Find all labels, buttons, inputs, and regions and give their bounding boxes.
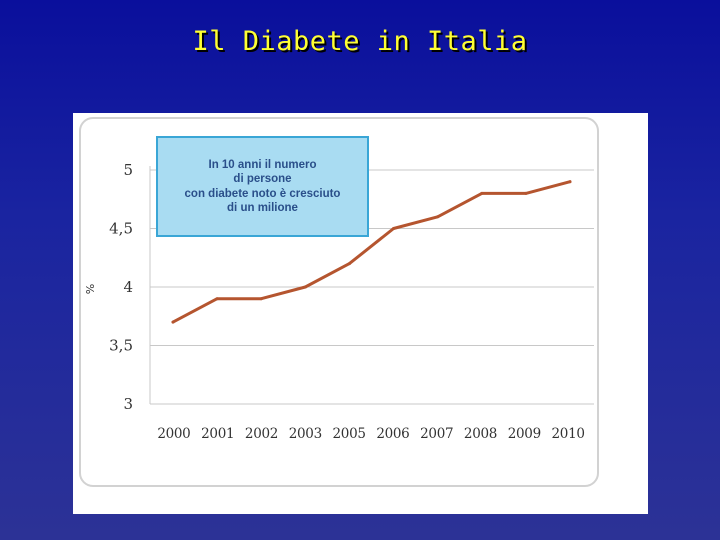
data-point: [171, 320, 175, 324]
annotation-line-3: con diabete noto è cresciuto: [184, 187, 341, 200]
x-tick-label: 2003: [289, 426, 322, 442]
x-tick-label: 2008: [464, 426, 497, 442]
y-tick-label: 3,5: [109, 337, 133, 355]
data-point: [215, 297, 219, 301]
y-axis-label: %: [84, 284, 97, 294]
data-point: [524, 191, 528, 195]
x-tick-label: 2009: [508, 426, 541, 442]
y-tick-label: 3: [123, 395, 133, 413]
y-tick-label: 4: [123, 278, 133, 296]
x-tick-label: 2010: [552, 426, 585, 442]
annotation-line-4: di un milione: [227, 202, 298, 214]
slide-title: Il Diabete in Italia: [192, 26, 528, 57]
annotation-line-1: In 10 anni il numero: [208, 158, 317, 171]
data-point: [392, 227, 396, 230]
x-tick-label: 2005: [333, 426, 366, 442]
x-tick-label: 2002: [245, 426, 278, 442]
x-tick-label: 2007: [420, 426, 453, 442]
annotation-line-2: di persone: [233, 173, 292, 185]
series-line: [171, 180, 572, 324]
data-point: [259, 297, 263, 301]
data-point: [347, 262, 351, 266]
data-point: [436, 215, 440, 219]
data-point: [568, 180, 572, 184]
y-tick-label: 5: [123, 161, 133, 179]
data-point: [480, 191, 484, 195]
annotation-box: In 10 anni il numero di persone con diab…: [156, 136, 369, 237]
x-tick-label: 2001: [201, 426, 234, 442]
x-tick-label: 2000: [157, 426, 190, 442]
data-point: [303, 285, 307, 289]
x-tick-label: 2006: [376, 426, 409, 442]
y-tick-label: 4,5: [109, 220, 133, 238]
